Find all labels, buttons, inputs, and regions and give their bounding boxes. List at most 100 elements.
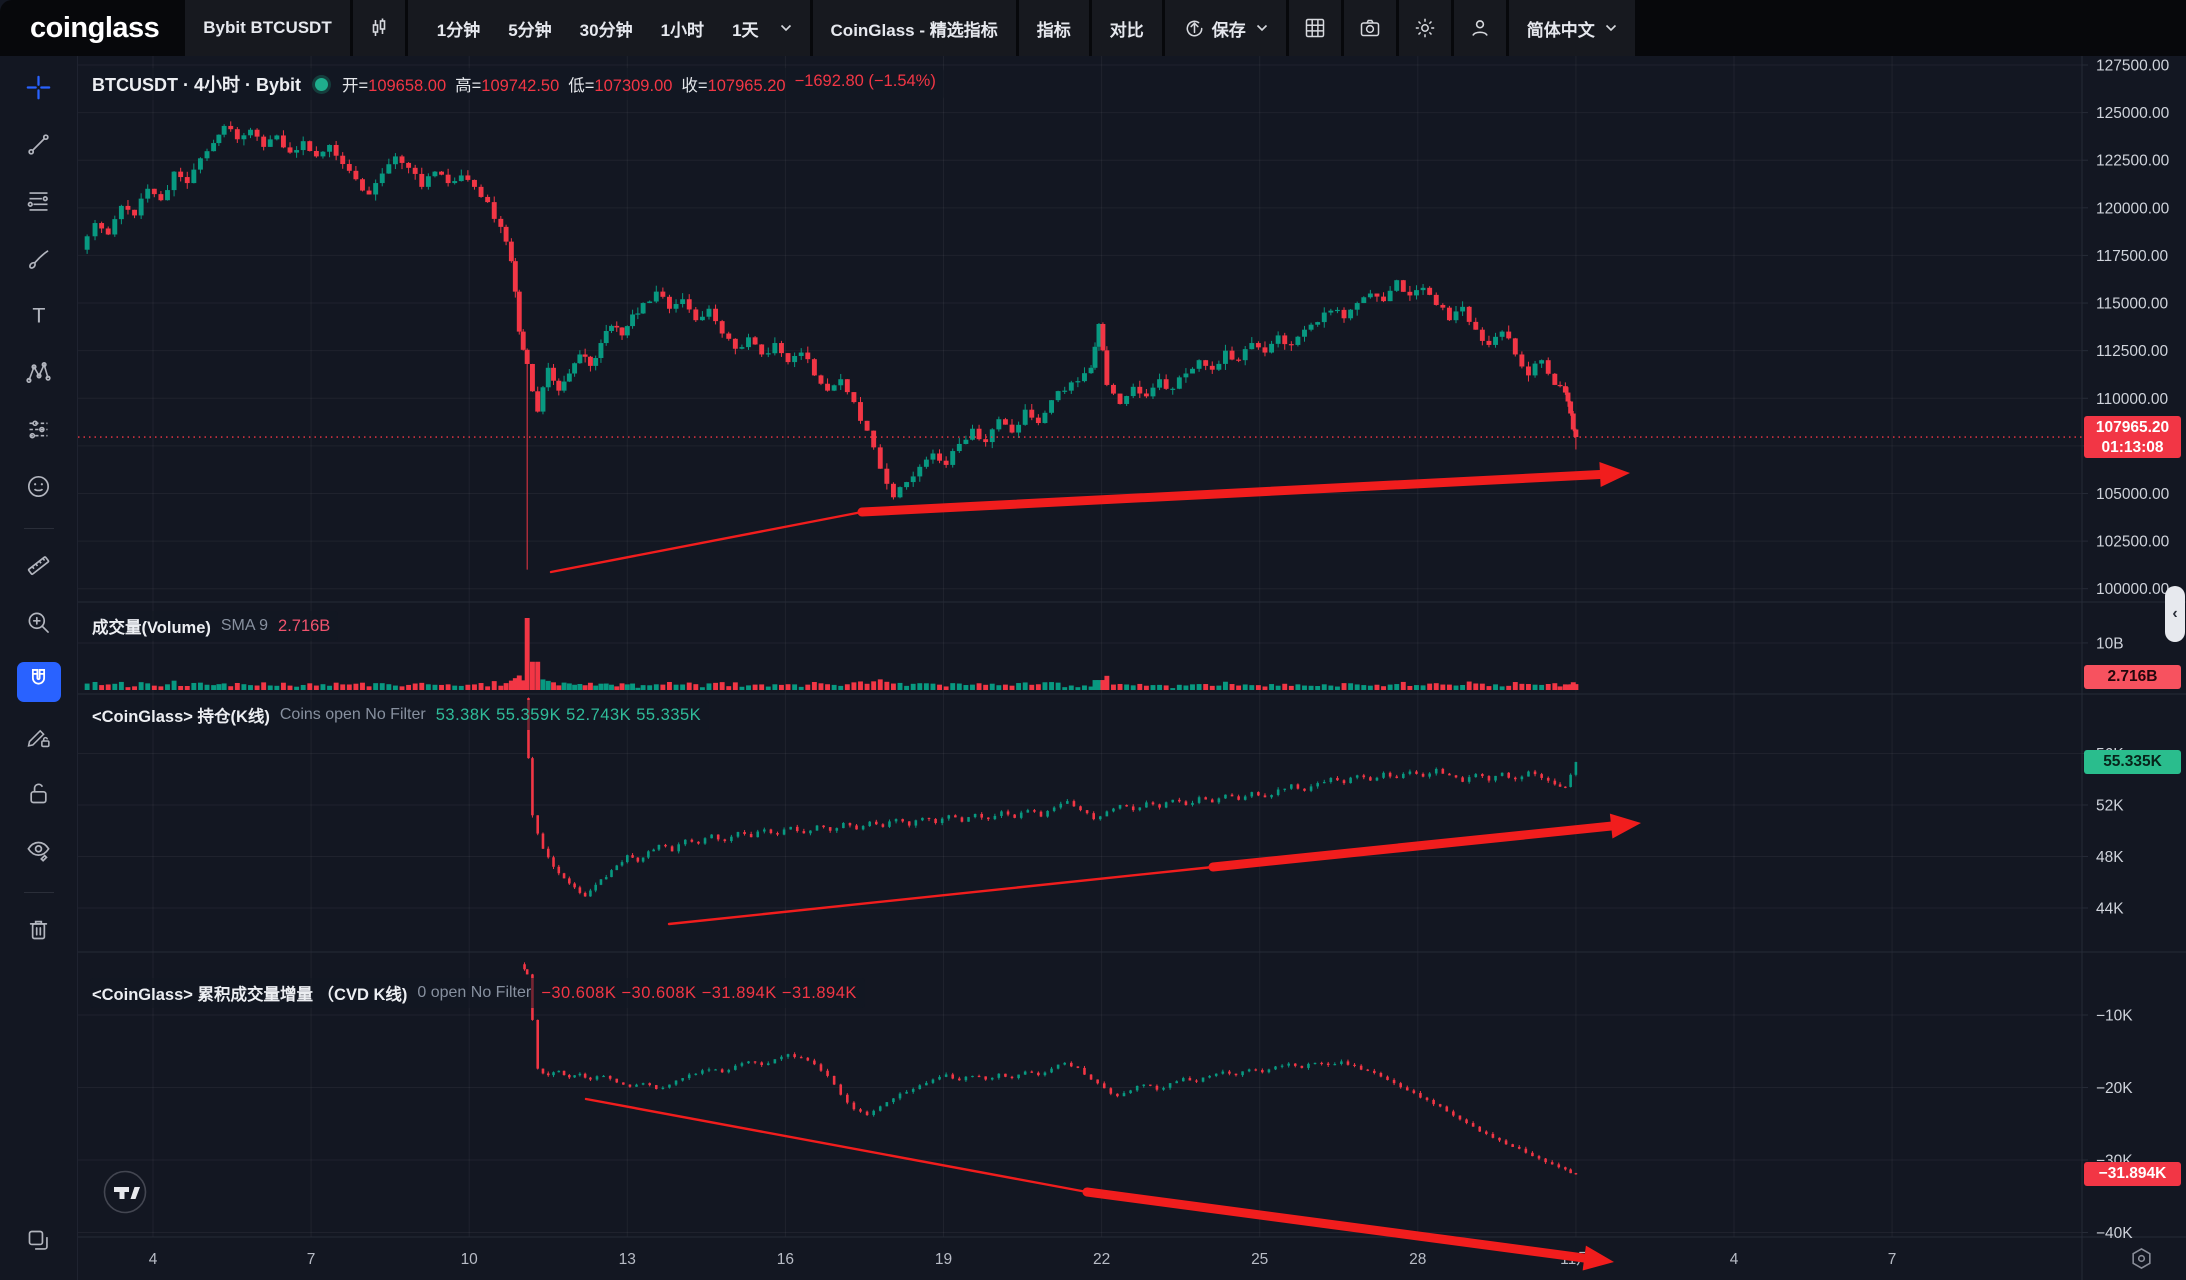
interval-1m[interactable]: 1分钟 — [436, 20, 481, 40]
language-button[interactable]: 简体中文 — [1508, 0, 1635, 56]
save-chevron-down-icon — [1256, 24, 1268, 32]
featured-indicators-button[interactable]: CoinGlass - 精选指标 — [812, 0, 1016, 56]
main-series-title: BTCUSDT · 4小时 · Bybit — [92, 75, 301, 95]
open-interest-subtitle: Coins open No Filter — [279, 706, 426, 723]
person-icon — [1468, 16, 1492, 40]
layout-grid-button[interactable] — [1288, 0, 1341, 56]
svg-text:22: 22 — [1093, 1251, 1110, 1268]
svg-text:125000.00: 125000.00 — [2096, 105, 2170, 122]
svg-text:−20K: −20K — [2096, 1080, 2133, 1097]
interval-1h[interactable]: 1小时 — [660, 20, 705, 40]
measure-tool-button[interactable] — [17, 548, 61, 588]
cvd-values: −30.608K −30.608K −31.894K −31.894K — [541, 983, 857, 1002]
last-price-badge: 107965.20 01:13:08 — [2084, 416, 2181, 458]
text-tool-button[interactable]: T — [17, 298, 61, 338]
svg-text:13: 13 — [619, 1251, 636, 1268]
svg-text:112500.00: 112500.00 — [2096, 343, 2168, 360]
compare-button[interactable]: 对比 — [1091, 0, 1162, 56]
svg-text:−40K: −40K — [2096, 1225, 2133, 1242]
hexagon-gear-icon — [2129, 1246, 2154, 1276]
svg-text:28: 28 — [1409, 1251, 1426, 1268]
cloud-save-icon — [1183, 17, 1206, 40]
interval-1d[interactable]: 1天 — [732, 20, 759, 40]
forecast-tool-button[interactable] — [17, 412, 61, 452]
symbol-button[interactable]: Bybit BTCUSDT — [185, 0, 350, 56]
xabcd-pattern-tool-button[interactable] — [17, 355, 61, 395]
object-tree-button[interactable] — [17, 1223, 61, 1263]
layout-grid-icon — [1303, 16, 1327, 40]
low-label: 低= — [568, 77, 595, 95]
fib-retracement-icon — [25, 188, 52, 220]
trash-icon — [25, 916, 52, 948]
interval-30m[interactable]: 30分钟 — [579, 20, 633, 40]
right-panel-collapse-handle[interactable]: ‹ — [2165, 586, 2185, 642]
bar-countdown: 01:13:08 — [2101, 439, 2164, 456]
save-button[interactable]: 保存 — [1164, 0, 1286, 56]
language-label: 简体中文 — [1526, 20, 1595, 40]
hide-drawings-button[interactable] — [17, 833, 61, 873]
open-interest-title: <CoinGlass> 持仓(K线) — [92, 708, 270, 726]
indicators-button[interactable]: 指标 — [1018, 0, 1089, 56]
last-price-value: 107965.20 — [2095, 419, 2170, 436]
cvd-legend[interactable]: <CoinGlass> 累积成交量增量 （CVD K线) 0 open No F… — [90, 978, 865, 1008]
svg-text:25: 25 — [1251, 1251, 1268, 1268]
svg-text:7: 7 — [307, 1251, 316, 1268]
open-interest-legend[interactable]: <CoinGlass> 持仓(K线) Coins open No Filter … — [90, 700, 710, 730]
open-interest-values: 53.38K 55.359K 52.743K 55.335K — [435, 705, 702, 724]
cvd-subtitle: 0 open No Filter — [417, 984, 532, 1001]
svg-text:105000.00: 105000.00 — [2096, 486, 2170, 503]
interval-chevron-down-icon[interactable] — [780, 24, 792, 32]
zoom-in-tool-button[interactable] — [17, 605, 61, 645]
volume-legend[interactable]: 成交量(Volume) SMA 9 2.716B — [90, 611, 339, 641]
drawing-toolbar: T — [0, 56, 78, 1280]
chart-style-button[interactable] — [352, 0, 405, 56]
lock-all-drawings-button[interactable] — [17, 776, 61, 816]
change-value: −1692.80 (−1.54%) — [794, 72, 936, 90]
time-axis-settings-button[interactable] — [2124, 1244, 2158, 1278]
remove-drawings-button[interactable] — [17, 912, 61, 952]
svg-text:44K: 44K — [2096, 900, 2124, 917]
brush-tool-button[interactable] — [17, 241, 61, 281]
svg-text:122500.00: 122500.00 — [2096, 153, 2170, 170]
toolbar-divider — [23, 892, 54, 893]
svg-text:10B: 10B — [2096, 635, 2124, 652]
low-value: 107309.00 — [594, 77, 673, 95]
fib-retracement-tool-button[interactable] — [17, 184, 61, 224]
toolbar-divider — [23, 528, 54, 529]
xabcd-pattern-icon — [25, 359, 52, 391]
open-label: 开= — [342, 77, 369, 95]
tradingview-logo[interactable] — [102, 1169, 148, 1215]
screenshot-button[interactable] — [1343, 0, 1396, 56]
close-value: 107965.20 — [707, 77, 786, 95]
svg-text:19: 19 — [935, 1251, 952, 1268]
svg-text:110000.00: 110000.00 — [2096, 391, 2168, 408]
crosshair-icon — [25, 74, 52, 106]
trend-line-icon — [25, 131, 52, 163]
svg-text:7: 7 — [1888, 1251, 1897, 1268]
interval-5m[interactable]: 5分钟 — [508, 20, 552, 40]
magnet-icon — [25, 666, 52, 698]
cvd-title: <CoinGlass> 累积成交量增量 （CVD K线) — [92, 986, 408, 1004]
trend-line-tool-button[interactable] — [17, 127, 61, 167]
svg-text:4: 4 — [149, 1251, 158, 1268]
settings-button[interactable] — [1398, 0, 1451, 56]
save-label: 保存 — [1211, 20, 1246, 40]
drawing-pencil-lock-icon — [25, 723, 52, 755]
open-value: 109658.00 — [368, 77, 447, 95]
ohlc-values: 开=109658.00 高=109742.50 低=107309.00 收=10… — [342, 72, 936, 96]
svg-text:4: 4 — [1730, 1251, 1739, 1268]
layers-icon — [25, 1227, 52, 1259]
account-button[interactable] — [1453, 0, 1506, 56]
language-chevron-down-icon — [1605, 24, 1617, 32]
crosshair-tool-button[interactable] — [17, 70, 61, 110]
main-series-legend[interactable]: BTCUSDT · 4小时 · Bybit 开=109658.00 高=1097… — [90, 68, 944, 100]
drawing-lock-mode-button[interactable] — [17, 719, 61, 759]
coinglass-logo[interactable]: coinglass — [30, 11, 160, 44]
brush-icon — [25, 245, 52, 277]
ruler-icon — [25, 552, 52, 584]
emoji-tool-button[interactable] — [17, 469, 61, 509]
svg-text:117500.00: 117500.00 — [2096, 248, 2168, 265]
cvd-badge: −31.894K — [2084, 1161, 2181, 1186]
magnet-tool-button[interactable] — [16, 662, 61, 702]
